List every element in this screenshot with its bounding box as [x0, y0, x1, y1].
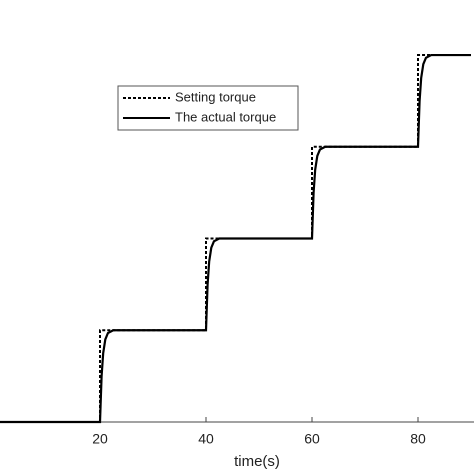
x-axis-label: time(s) — [234, 453, 280, 470]
legend-label: Setting torque — [175, 89, 256, 104]
x-tick-label: 80 — [410, 431, 426, 447]
series-line — [0, 53, 471, 424]
series-line — [0, 54, 471, 423]
x-tick-label: 40 — [198, 431, 214, 447]
x-tick-label: 20 — [92, 431, 108, 447]
legend-label: The actual torque — [175, 109, 276, 124]
x-tick-label: 60 — [304, 431, 320, 447]
legend-box — [117, 85, 299, 131]
